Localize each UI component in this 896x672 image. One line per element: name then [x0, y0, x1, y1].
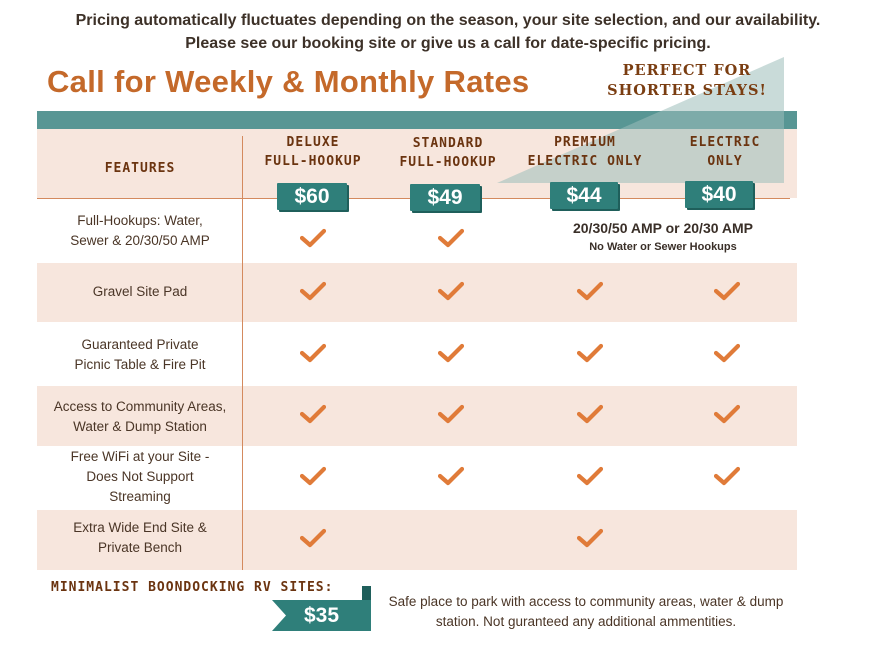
column-header-electric: ELECTRIC ONLY — [665, 133, 785, 171]
column-title-line-1: STANDARD — [412, 136, 484, 151]
no-hookups-note: No Water or Sewer Hookups — [589, 241, 737, 253]
check-icon — [299, 343, 327, 363]
feature-line: Gravel Site Pad — [92, 284, 188, 299]
column-divider — [242, 136, 243, 570]
amp-note: 20/30/50 AMP or 20/30 AMP — [572, 220, 754, 236]
column-header-deluxe: DELUXE FULL-HOOKUP — [252, 133, 374, 171]
check-icon — [713, 466, 741, 486]
ribbon-line-1: PERFECT FOR — [622, 62, 752, 79]
column-title-line-1: ELECTRIC — [689, 135, 761, 150]
column-title-line-1: PREMIUM — [554, 135, 616, 150]
features-header: FEATURES — [104, 161, 176, 176]
row-band-6 — [37, 510, 797, 570]
check-icon — [437, 404, 465, 424]
check-icon — [713, 281, 741, 301]
check-icon — [437, 228, 465, 248]
feature-wifi: Free WiFi at your Site - Does Not Suppor… — [37, 447, 243, 507]
page-title: Call for Weekly & Monthly Rates — [47, 64, 530, 99]
check-icon — [576, 404, 604, 424]
check-icon — [299, 528, 327, 548]
check-icon — [299, 404, 327, 424]
check-icon — [437, 343, 465, 363]
column-title-line-1: DELUXE — [286, 135, 340, 150]
price-badge-deluxe: $60 — [277, 183, 347, 210]
price-badge-premium: $44 — [550, 182, 618, 209]
check-icon — [576, 343, 604, 363]
feature-line: Free WiFi at your Site - Does Not Suppor… — [70, 449, 210, 504]
check-icon — [299, 281, 327, 301]
boondocking-label: MINIMALIST BOONDOCKING RV SITES: — [51, 580, 334, 595]
header-bar — [37, 111, 797, 129]
price-badge-electric: $40 — [685, 181, 753, 208]
feature-gravel-pad: Gravel Site Pad — [37, 282, 243, 302]
check-icon — [576, 528, 604, 548]
feature-line: Access to Community Areas, Water & Dump … — [53, 399, 227, 434]
feature-community-access: Access to Community Areas, Water & Dump … — [37, 397, 243, 437]
check-icon — [576, 466, 604, 486]
price-badge-standard: $49 — [410, 184, 480, 211]
pricing-notice: Pricing automatically fluctuates dependi… — [75, 12, 821, 52]
column-header-standard: STANDARD FULL-HOOKUP — [386, 134, 510, 172]
column-title-line-2: ONLY — [707, 154, 743, 169]
row-band-2 — [37, 263, 797, 322]
boondocking-description: Safe place to park with access to commun… — [388, 594, 784, 629]
price-tag-fold — [362, 586, 371, 600]
check-icon — [713, 343, 741, 363]
check-icon — [576, 281, 604, 301]
feature-full-hookups: Full-Hookups: Water, Sewer & 20/30/50 AM… — [37, 211, 243, 251]
feature-line: Full-Hookups: Water, Sewer & 20/30/50 AM… — [70, 213, 210, 248]
feature-picnic-table: Guaranteed Private Picnic Table & Fire P… — [37, 335, 243, 375]
column-header-premium: PREMIUM ELECTRIC ONLY — [520, 133, 650, 171]
check-icon — [437, 281, 465, 301]
shorter-stays-ribbon: PERFECT FOR SHORTER STAYS! — [592, 61, 782, 101]
check-icon — [713, 404, 741, 424]
column-title-line-2: ELECTRIC ONLY — [527, 154, 643, 169]
boondocking-price-tag: $35 — [272, 600, 371, 631]
check-icon — [437, 466, 465, 486]
column-title-line-2: FULL-HOOKUP — [399, 155, 497, 170]
feature-line: Guaranteed Private Picnic Table & Fire P… — [74, 337, 206, 372]
feature-line: Extra Wide End Site & Private Bench — [73, 520, 207, 555]
column-title-line-2: FULL-HOOKUP — [264, 154, 362, 169]
row-band-4 — [37, 386, 797, 446]
check-icon — [299, 228, 327, 248]
ribbon-line-2: SHORTER STAYS! — [607, 82, 767, 99]
feature-wide-end-site: Extra Wide End Site & Private Bench — [37, 518, 243, 558]
check-icon — [299, 466, 327, 486]
